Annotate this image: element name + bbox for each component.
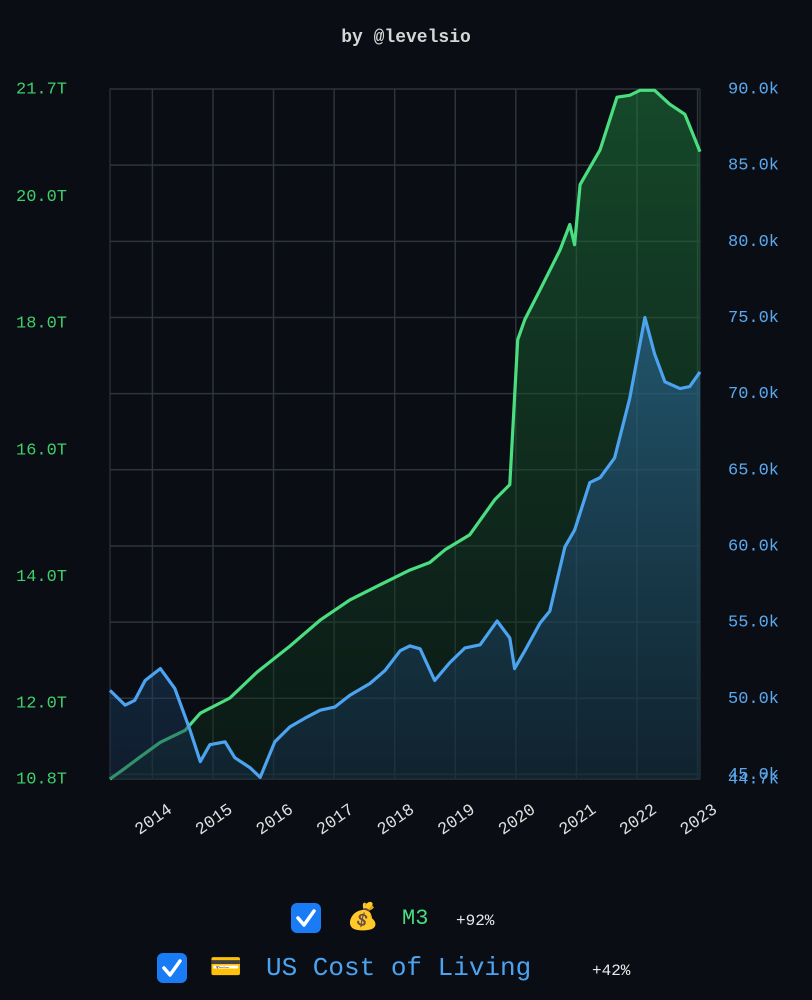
x-tick-label: 2018	[374, 801, 418, 840]
x-tick-label: 2021	[556, 801, 600, 840]
x-tick-label: 2022	[617, 801, 661, 840]
y-tick-label: 12.0T	[16, 695, 67, 714]
legend-item[interactable]: 💰 M3 +92%	[291, 901, 495, 933]
y-tick-label: 21.7T	[16, 80, 67, 99]
y-tick-label: 20.0T	[16, 188, 67, 207]
legend-checkbox	[291, 903, 321, 933]
x-tick-label: 2014	[132, 801, 176, 840]
series-line	[109, 88, 702, 781]
legend-icon: 💳	[210, 953, 242, 983]
y-tick-label: 16.0T	[16, 441, 67, 460]
y2-tick-label: 50.0k	[728, 690, 779, 709]
y-tick-label: 14.0T	[16, 568, 67, 587]
y2-tick-label: 45.0k	[728, 766, 779, 785]
legend-name: US Cost of Living	[266, 953, 531, 983]
y2-tick-label: 65.0k	[728, 461, 779, 480]
y2-tick-label: 85.0k	[728, 157, 779, 176]
y2-tick-label: 90.0k	[728, 80, 779, 99]
x-tick-label: 2016	[253, 801, 297, 840]
legend-item[interactable]: 💳 US Cost of Living +42%	[157, 953, 631, 983]
legend-change: +92%	[456, 912, 495, 930]
series-line	[108, 315, 702, 779]
legend-check	[162, 959, 182, 977]
legend-checkbox	[157, 953, 187, 983]
y2-tick-label: 75.0k	[728, 309, 779, 328]
legend-icon: 💰	[347, 901, 379, 933]
y2-tick-label: 60.0k	[728, 537, 779, 556]
legend-change: +42%	[592, 962, 631, 980]
series-area	[110, 317, 700, 779]
legend-name: M3	[402, 906, 428, 931]
x-tick-label: 2019	[435, 801, 479, 840]
y-tick-label: 10.8T	[16, 770, 67, 789]
y2-tick-label: 70.0k	[728, 385, 779, 404]
legend-check	[296, 909, 316, 927]
x-tick-label: 2017	[314, 801, 358, 840]
x-tick-label: 2023	[677, 801, 721, 840]
x-tick-label: 2015	[193, 801, 237, 840]
y-tick-label: 18.0T	[16, 315, 67, 334]
chart-title: by @levelsio	[341, 28, 471, 48]
y2-tick-label: 55.0k	[728, 614, 779, 633]
y2-tick-label: 44.7k	[728, 770, 779, 789]
x-tick-label: 2020	[496, 801, 540, 840]
y2-tick-label: 80.0k	[728, 233, 779, 252]
